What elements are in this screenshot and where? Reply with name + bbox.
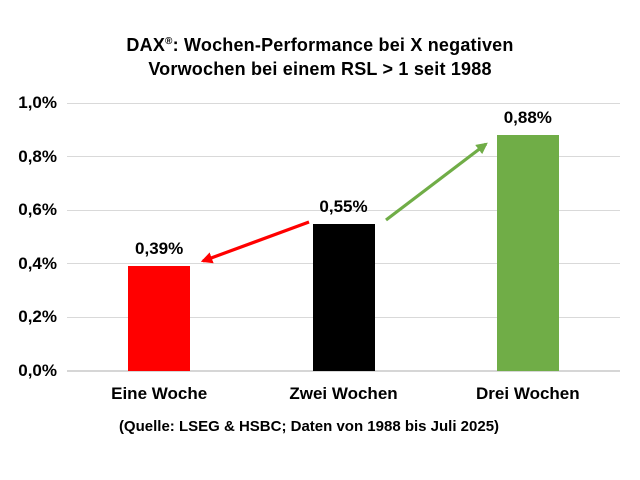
source-note: (Quelle: LSEG & HSBC; Daten von 1988 bis… — [118, 418, 500, 435]
y-axis-tick-label: 0,6% — [18, 200, 57, 220]
gridline — [67, 102, 620, 104]
bar-drei-wochen — [496, 135, 559, 371]
y-axis-tick-label: 0,4% — [18, 253, 57, 273]
title-text-post: : Wochen-Performance bei X negativen — [172, 35, 514, 55]
x-axis-category-label: Eine Woche — [111, 384, 208, 403]
gridline — [67, 209, 620, 211]
title-text-pre: DAX — [126, 35, 166, 55]
plot-area: 0,0% 0,2% 0,4% 0,6% 0,8% 1,0% 0,39% Eine Woche 0… — [18, 93, 620, 403]
bar-value-label: 0,88% — [503, 108, 552, 128]
x-axis-category-label: Drei Wochen — [476, 384, 580, 403]
x-axis-line — [67, 370, 620, 372]
y-axis-tick-label: 0,2% — [18, 307, 57, 327]
y-axis-tick-label: 0,0% — [18, 361, 57, 380]
bar-value-label: 0,55% — [319, 196, 368, 216]
bar-value-label: 0,39% — [135, 239, 184, 259]
registered-trademark-symbol: ® — [165, 36, 173, 47]
chart-title-line1: DAX®: Wochen-Performance bei X negativen — [0, 30, 640, 57]
chart-title: DAX®: Wochen-Performance bei X negativen… — [0, 30, 640, 81]
chart-title-line2: Vorwochen bei einem RSL > 1 seit 1988 — [148, 59, 492, 79]
y-axis-tick-label: 1,0% — [18, 93, 57, 112]
gridline — [67, 156, 620, 158]
y-axis-tick-label: 0,8% — [18, 146, 57, 166]
bar-eine-woche — [128, 266, 191, 371]
x-axis-category-label: Zwei Wochen — [289, 384, 398, 403]
bar-zwei-wochen — [312, 223, 375, 371]
